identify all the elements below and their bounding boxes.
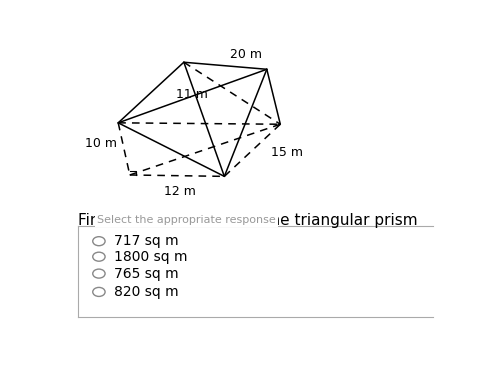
Text: 765 sq m: 765 sq m xyxy=(115,266,179,281)
Text: 717 sq m: 717 sq m xyxy=(115,234,179,248)
Text: 1800 sq m: 1800 sq m xyxy=(115,250,188,264)
Text: Find the surface area of the triangular prism: Find the surface area of the triangular … xyxy=(78,213,417,228)
Text: Select the appropriate response: Select the appropriate response xyxy=(97,215,276,225)
Text: 20 m: 20 m xyxy=(230,48,262,61)
Text: 12 m: 12 m xyxy=(164,185,196,198)
Text: 10 m: 10 m xyxy=(86,138,118,150)
Text: 15 m: 15 m xyxy=(271,146,303,159)
Text: 820 sq m: 820 sq m xyxy=(115,285,179,299)
Text: 11 m: 11 m xyxy=(176,88,208,101)
